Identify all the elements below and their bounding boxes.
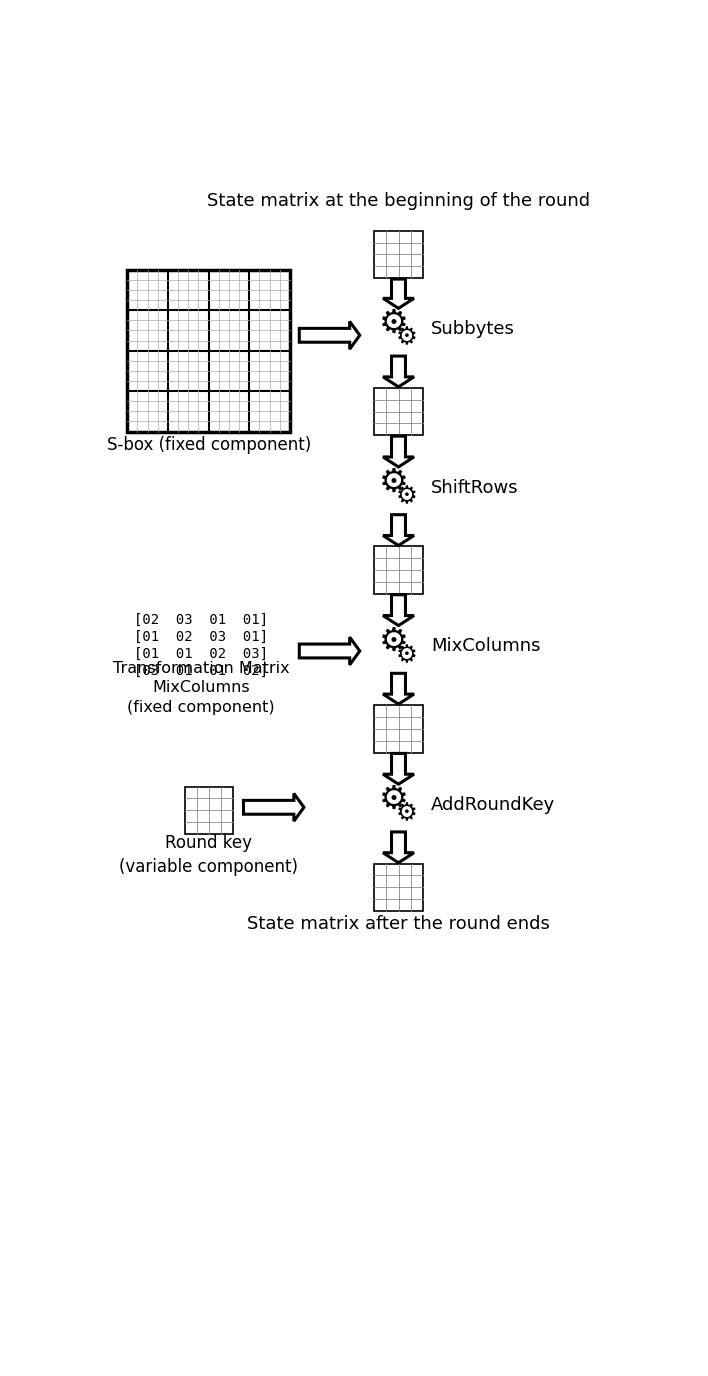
- Polygon shape: [299, 637, 360, 665]
- Text: ⚙: ⚙: [379, 625, 409, 658]
- Text: ⚙: ⚙: [395, 643, 417, 667]
- Bar: [375, 231, 423, 278]
- Bar: [375, 546, 423, 594]
- Text: ⚙: ⚙: [395, 484, 417, 508]
- Polygon shape: [383, 594, 414, 626]
- Bar: [375, 705, 423, 753]
- Text: AddRoundKey: AddRoundKey: [431, 795, 555, 815]
- Polygon shape: [383, 673, 414, 705]
- Text: Round key
(variable component): Round key (variable component): [119, 834, 298, 877]
- Polygon shape: [383, 754, 414, 784]
- Bar: [127, 270, 290, 432]
- Polygon shape: [383, 356, 414, 387]
- Text: ⚙: ⚙: [395, 326, 417, 350]
- Text: [02  03  01  01]: [02 03 01 01]: [134, 614, 268, 627]
- Text: ⚙: ⚙: [395, 801, 417, 826]
- Polygon shape: [383, 832, 414, 863]
- Text: State matrix after the round ends: State matrix after the round ends: [247, 915, 550, 933]
- Text: ⚙: ⚙: [379, 307, 409, 340]
- Polygon shape: [383, 515, 414, 545]
- Text: ⚙: ⚙: [379, 466, 409, 499]
- Text: [01  02  03  01]: [01 02 03 01]: [134, 630, 268, 644]
- Polygon shape: [299, 322, 360, 350]
- Polygon shape: [383, 279, 414, 308]
- Polygon shape: [383, 436, 414, 466]
- Text: S-box (fixed component): S-box (fixed component): [106, 436, 311, 454]
- Bar: [375, 864, 423, 911]
- Text: ⚙: ⚙: [379, 783, 409, 816]
- Text: Transformation Matrix
MixColumns
(fixed component): Transformation Matrix MixColumns (fixed …: [113, 660, 289, 716]
- Bar: [185, 787, 233, 834]
- Text: ShiftRows: ShiftRows: [431, 479, 519, 497]
- Text: State matrix at the beginning of the round: State matrix at the beginning of the rou…: [207, 191, 590, 209]
- Bar: [375, 388, 423, 435]
- Text: [03  01  01  02]: [03 01 01 02]: [134, 665, 268, 678]
- Text: Subbytes: Subbytes: [431, 321, 515, 338]
- Text: MixColumns: MixColumns: [431, 637, 540, 655]
- Polygon shape: [244, 794, 304, 821]
- Text: [01  01  02  03]: [01 01 02 03]: [134, 647, 268, 660]
